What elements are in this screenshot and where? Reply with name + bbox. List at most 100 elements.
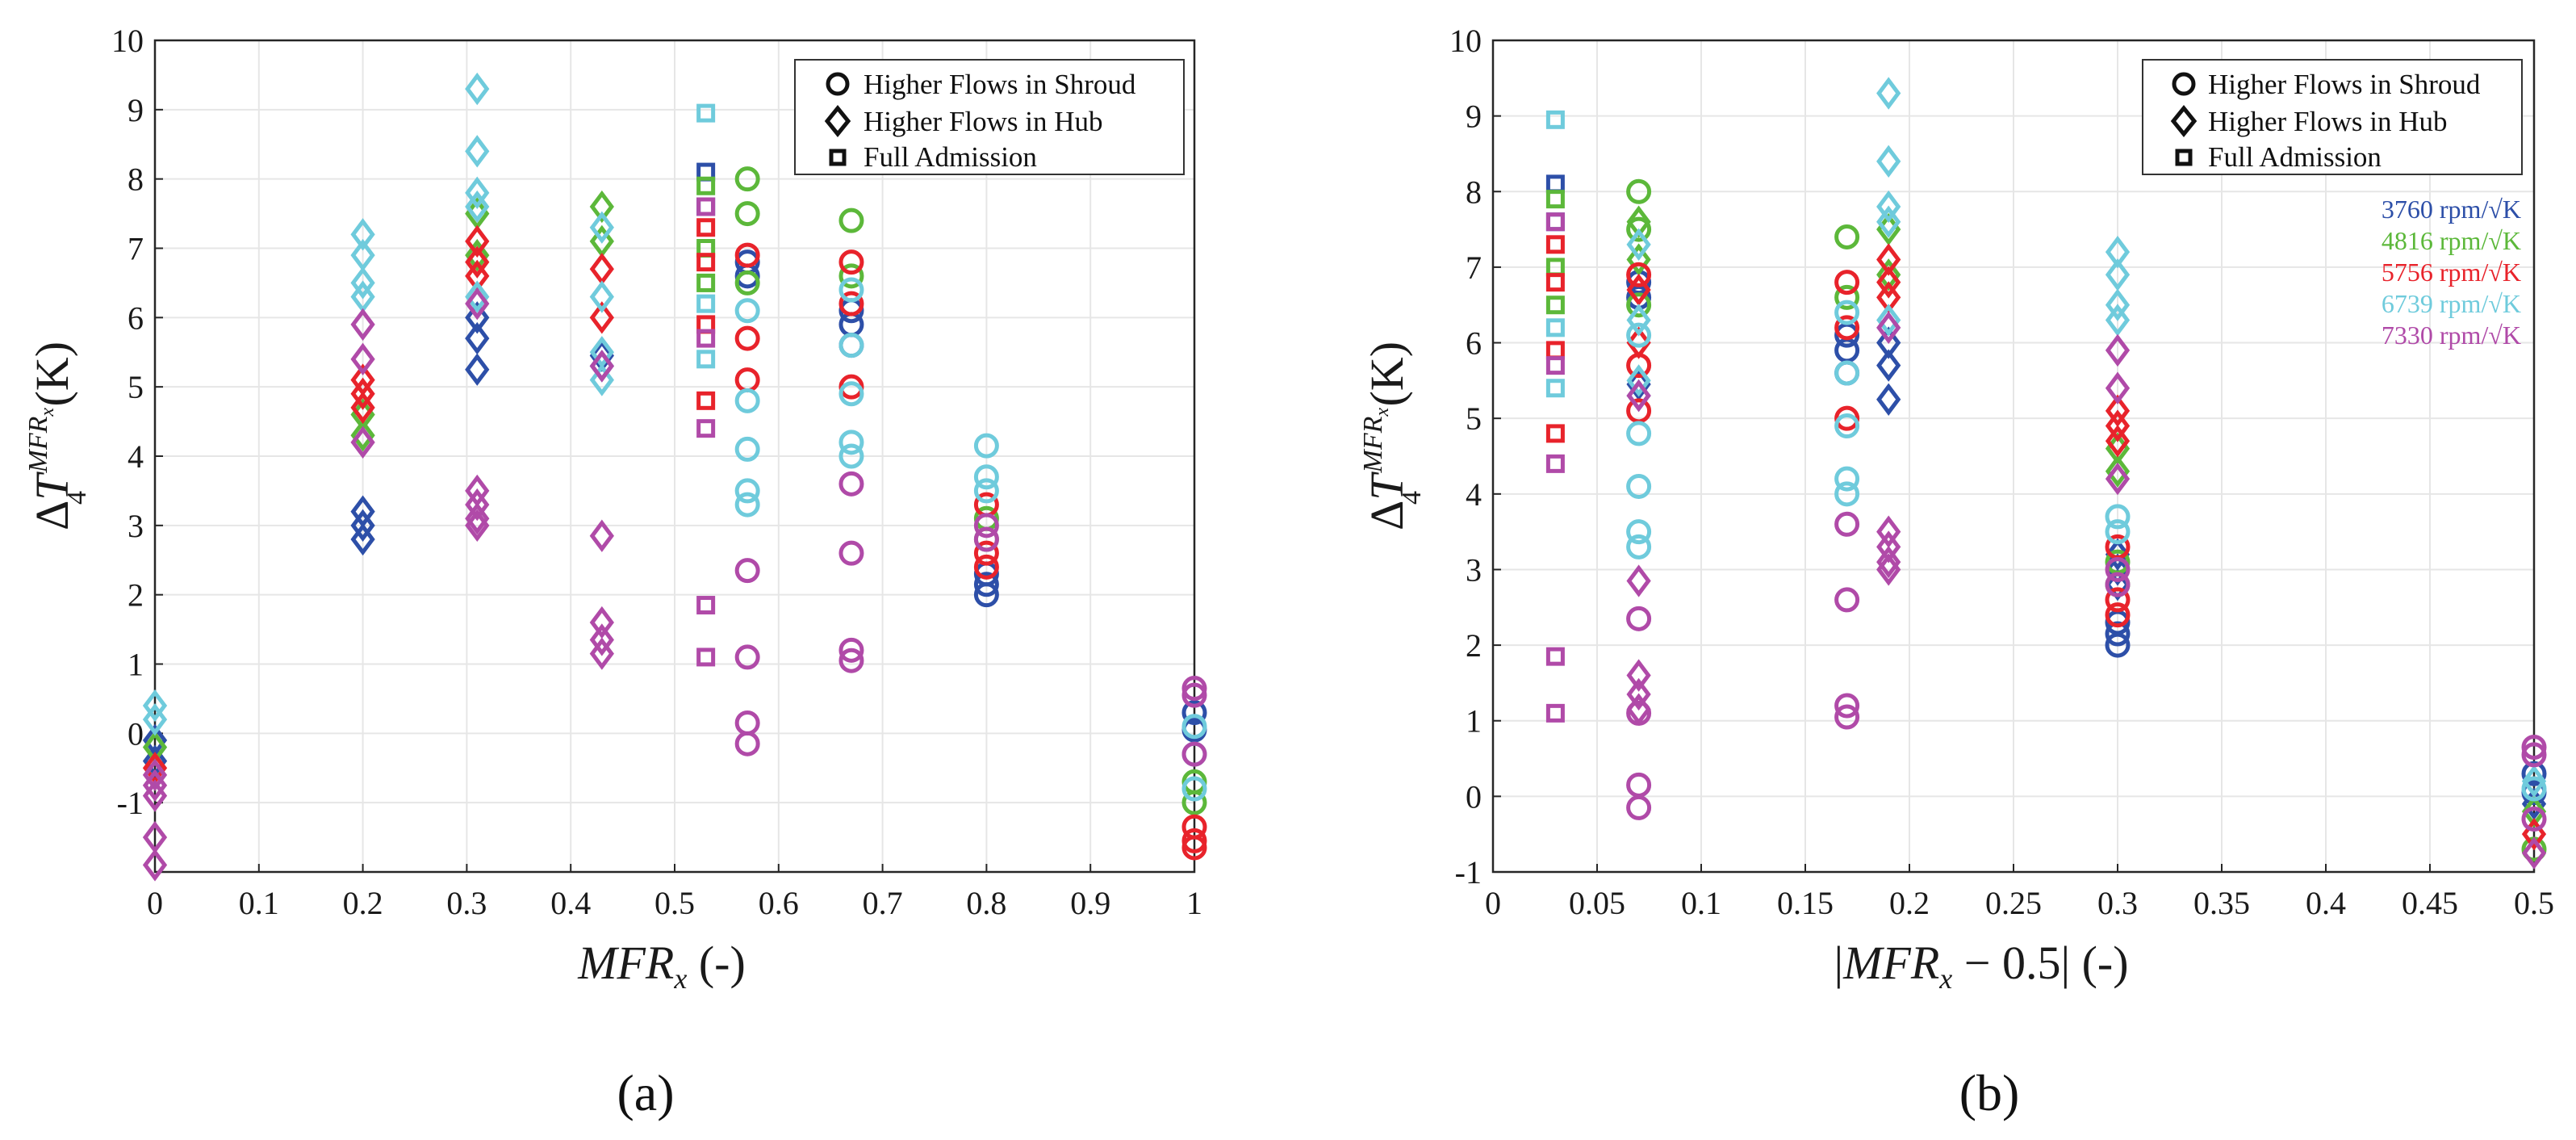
data-point-circle <box>2105 602 2131 628</box>
data-point-circle <box>973 540 999 566</box>
data-point-circle <box>1834 693 1860 719</box>
panel-b-xlabel: |MFRx − 0.5| (-) <box>1834 937 2128 995</box>
data-point-square <box>1545 212 1565 232</box>
y-tick-label: 6 <box>1466 325 1482 362</box>
y-tick-label: 3 <box>128 508 144 544</box>
data-point-square <box>696 197 716 216</box>
data-point-circle <box>734 270 760 295</box>
data-point-circle <box>1834 704 1860 730</box>
series-2 <box>142 218 1207 861</box>
data-point-diamond <box>1626 379 1651 413</box>
data-point-diamond <box>1626 677 1651 711</box>
data-point-diamond <box>465 72 490 106</box>
data-point-diamond <box>2105 553 2131 586</box>
x-tick-label: 0.2 <box>1889 885 1930 921</box>
data-point-circle <box>734 731 760 757</box>
data-point-diamond <box>2105 455 2131 488</box>
legend-item-hub: Higher Flows in Hub <box>864 106 1103 137</box>
data-point-circle <box>2105 632 2131 658</box>
x-tick-label: 0 <box>1485 885 1501 921</box>
data-point-circle <box>1834 300 1860 325</box>
data-point-circle <box>1834 284 1860 310</box>
x-tick-label: 0.9 <box>1070 885 1110 921</box>
data-point-circle <box>1834 413 1860 439</box>
y-tick-label: 9 <box>128 92 144 128</box>
data-point-circle <box>973 582 999 608</box>
legend-square-marker <box>829 149 847 166</box>
data-point-circle <box>838 471 864 497</box>
data-point-square <box>1545 273 1565 292</box>
y-tick-label: 8 <box>128 161 144 198</box>
data-point-circle <box>1181 828 1207 853</box>
legend-item-full: Full Admission <box>864 141 1037 173</box>
y-tick-label: -1 <box>117 785 144 821</box>
y-tick-label: 6 <box>128 300 144 336</box>
data-point-circle <box>838 249 864 275</box>
data-point-diamond <box>465 280 490 313</box>
data-point-circle <box>838 443 864 469</box>
x-tick-label: 1 <box>1186 885 1202 921</box>
data-point-diamond <box>1626 693 1651 726</box>
data-point-diamond <box>142 849 168 882</box>
data-point-diamond <box>2105 258 2131 291</box>
data-point-circle <box>838 333 864 358</box>
data-point-diamond <box>589 606 614 639</box>
data-point-circle <box>734 478 760 504</box>
legend-b: Higher Flows in Shroud Higher Flows in H… <box>2142 59 2523 175</box>
data-point-circle <box>734 388 760 413</box>
data-point-diamond <box>465 502 490 535</box>
data-point-circle <box>734 644 760 670</box>
data-point-diamond <box>350 218 375 251</box>
data-point-circle <box>1834 511 1860 537</box>
data-point-circle <box>1626 473 1652 499</box>
data-point-diamond <box>589 350 614 383</box>
data-point-diamond <box>142 769 168 802</box>
x-tick-label: 0.2 <box>343 885 383 921</box>
x-tick-label: 0.45 <box>2402 885 2458 921</box>
data-point-circle <box>1834 405 1860 431</box>
speed-label-4816: 4816 rpm/√K <box>2382 226 2521 255</box>
panel-b-caption: (b) <box>1959 1064 2020 1121</box>
data-point-diamond <box>589 211 614 244</box>
data-point-square <box>696 419 716 438</box>
x-tick-label: 0.6 <box>759 885 799 921</box>
data-point-diamond <box>589 623 614 656</box>
data-point-diamond <box>465 238 490 272</box>
panel-a-xlabel: MFRx (-) <box>577 937 746 995</box>
data-point-square <box>1545 379 1565 398</box>
data-point-diamond <box>2105 538 2131 571</box>
y-tick-label: 10 <box>1449 23 1482 59</box>
data-point-circle <box>973 572 999 597</box>
data-point-circle <box>973 526 999 552</box>
panel-a-caption: (a) <box>617 1064 674 1121</box>
data-point-diamond <box>1876 145 1901 178</box>
data-point-diamond <box>1876 304 1901 337</box>
data-point-circle <box>1834 587 1860 613</box>
data-point-square <box>1545 110 1565 129</box>
data-point-circle <box>973 478 999 504</box>
y-tick-label: -1 <box>1455 854 1482 891</box>
data-point-circle <box>2105 572 2131 597</box>
y-tick-label: 3 <box>1466 551 1482 588</box>
data-point-square <box>696 218 716 237</box>
data-point-diamond <box>465 224 490 258</box>
data-point-diamond <box>2105 288 2131 321</box>
data-point-circle <box>838 381 864 407</box>
x-tick-label: 0.1 <box>239 885 279 921</box>
data-point-circle <box>838 648 864 673</box>
data-point-diamond <box>589 637 614 670</box>
data-point-diamond <box>350 391 375 425</box>
data-point-circle <box>1626 292 1652 318</box>
data-point-circle <box>1626 519 1652 545</box>
data-point-diamond <box>589 363 614 396</box>
data-point-diamond <box>350 308 375 342</box>
data-point-diamond <box>465 509 490 542</box>
data-point-diamond <box>142 689 168 723</box>
data-point-circle <box>1181 714 1207 740</box>
data-point-square <box>1545 703 1565 723</box>
y-tick-label: 1 <box>128 647 144 683</box>
data-point-diamond <box>1626 364 1651 397</box>
data-point-diamond <box>1876 553 1901 586</box>
speed-label-7330: 7330 rpm/√K <box>2382 321 2521 350</box>
x-tick-label: 0.7 <box>863 885 903 921</box>
